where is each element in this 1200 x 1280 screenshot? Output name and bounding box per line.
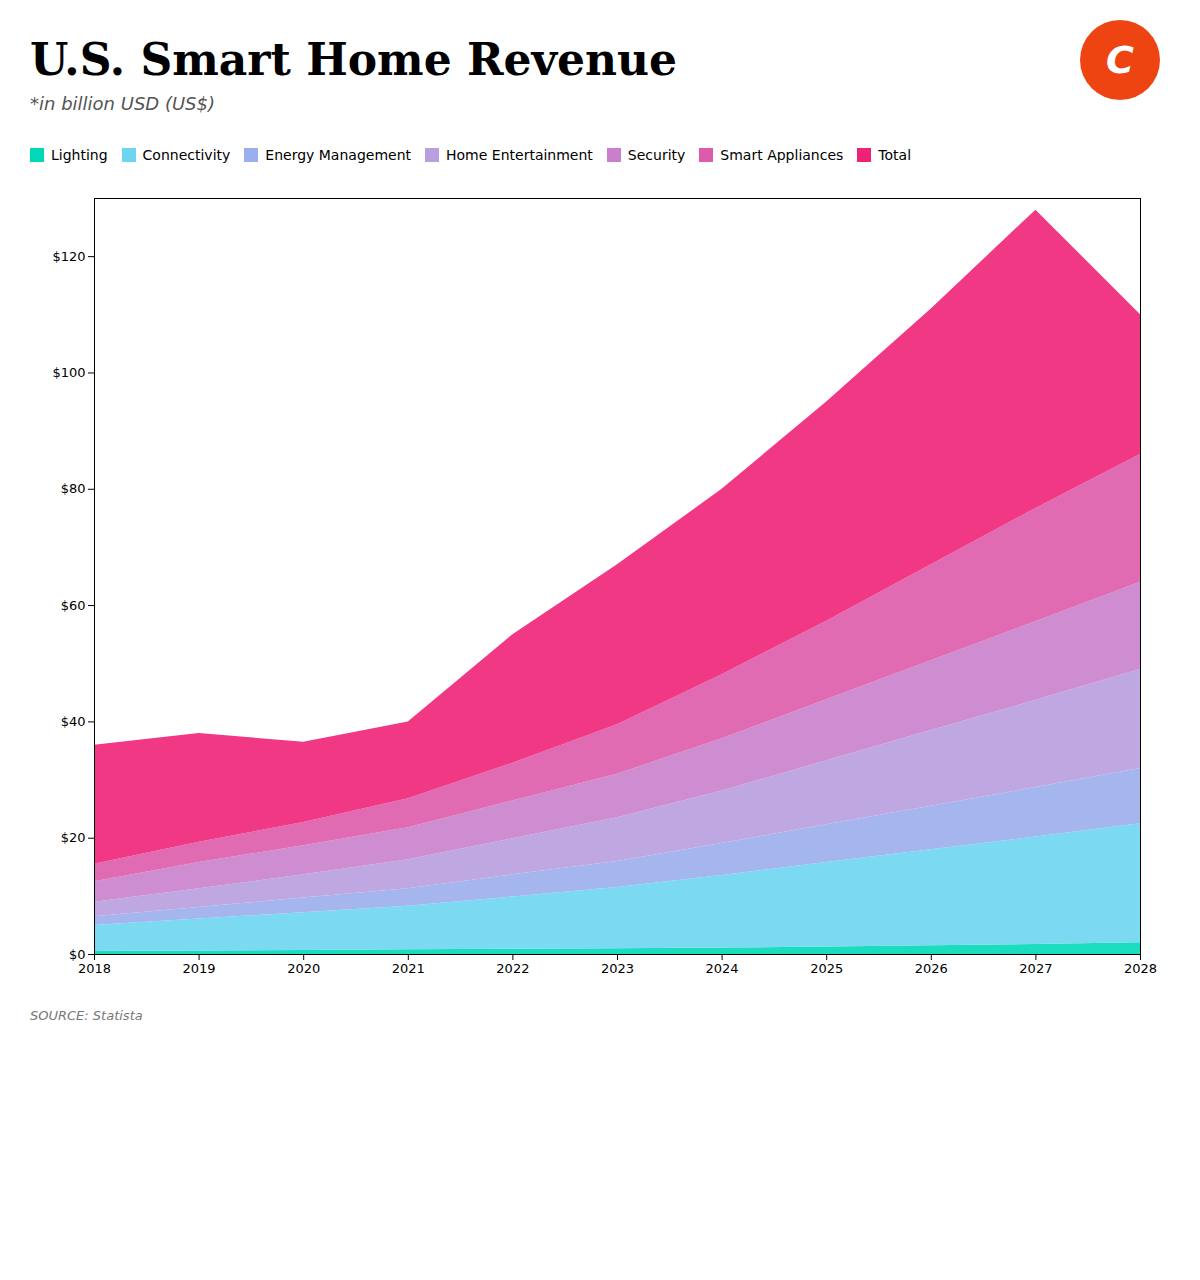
svg-text:2025: 2025 (810, 961, 843, 976)
svg-text:$60: $60 (61, 598, 86, 613)
svg-text:2018: 2018 (78, 961, 111, 976)
html-text:Lighting: Lighting (51, 146, 108, 163)
svg-text:$40: $40 (61, 714, 86, 729)
html-text:U.S. Smart Home Revenue: U.S. Smart Home Revenue (30, 34, 677, 85)
svg-text:$80: $80 (61, 481, 86, 496)
html-text:Total: Total (878, 146, 911, 163)
html-text:Home Entertainment: Home Entertainment (446, 146, 593, 163)
svg-text:2021: 2021 (392, 961, 425, 976)
html-text:Energy Management: Energy Management (265, 146, 411, 163)
svg-text:2019: 2019 (183, 961, 216, 976)
svg-text:2027: 2027 (1019, 961, 1052, 976)
svg-text:2028: 2028 (1124, 961, 1157, 976)
svg-text:$0: $0 (69, 947, 86, 962)
html-text:*in billion USD (US$): *in billion USD (US$) (30, 93, 215, 114)
html-text:Smart Appliances: Smart Appliances (720, 146, 844, 163)
svg-text:2026: 2026 (915, 961, 948, 976)
svg-text:2022: 2022 (496, 961, 529, 976)
svg-text:2024: 2024 (706, 961, 739, 976)
html-text:Security: Security (627, 146, 686, 163)
html-text:SOURCE: Statista: SOURCE: Statista (30, 1008, 143, 1023)
svg-text:$20: $20 (61, 830, 86, 845)
svg-text:2023: 2023 (601, 961, 634, 976)
svg-text:2020: 2020 (287, 961, 320, 976)
html-text:Connectivity: Connectivity (142, 146, 231, 163)
svg-text:$100: $100 (52, 365, 85, 380)
svg-text:$120: $120 (52, 249, 85, 264)
html-text:C: C (1106, 38, 1134, 82)
